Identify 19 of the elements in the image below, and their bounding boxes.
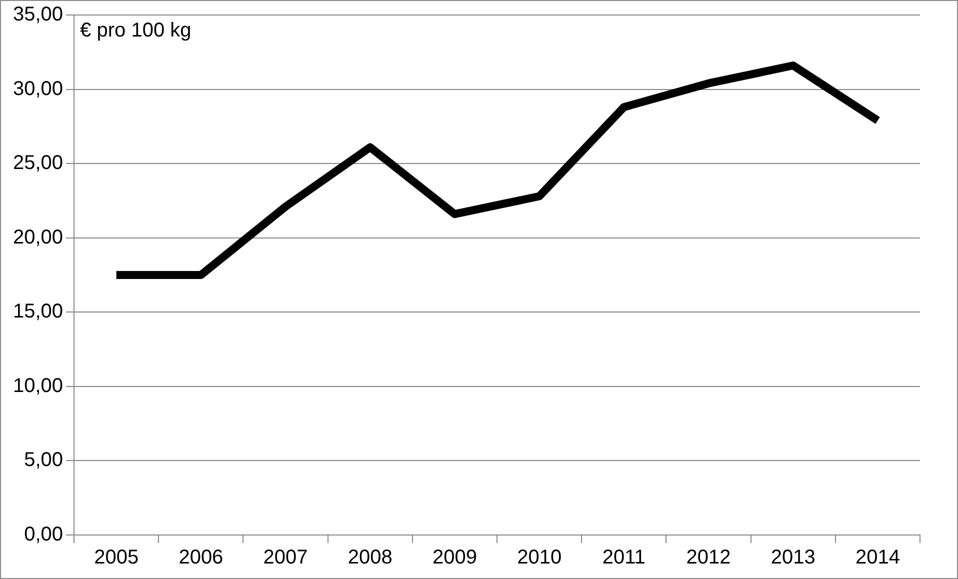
x-tick-label: 2006 [178,546,224,569]
x-tick-label: 2008 [348,546,392,569]
y-tick-label: 30,00 [12,78,64,100]
y-tick-label: 20,00 [12,226,64,248]
x-tick-label: 2011 [602,546,646,569]
y-tick-label: 0,00 [24,524,64,546]
y-tick-label: 15,00 [12,300,64,323]
y-tick-label: 5,00 [24,449,64,472]
x-tick-label: 2012 [686,546,731,569]
y-tick-label: 25,00 [12,152,64,174]
x-tick-label: 2009 [432,546,477,569]
x-tick-label: 2010 [517,546,562,569]
x-tick-label: 2013 [770,546,816,569]
y-tick-label: 35,00 [12,4,64,26]
x-tick-label: 2005 [94,546,139,569]
annotation: € pro 100 kg [80,20,192,42]
y-tick-label: 10,00 [12,374,64,397]
x-tick-label: 2007 [263,546,308,569]
x-tick-label: 2014 [855,546,900,569]
